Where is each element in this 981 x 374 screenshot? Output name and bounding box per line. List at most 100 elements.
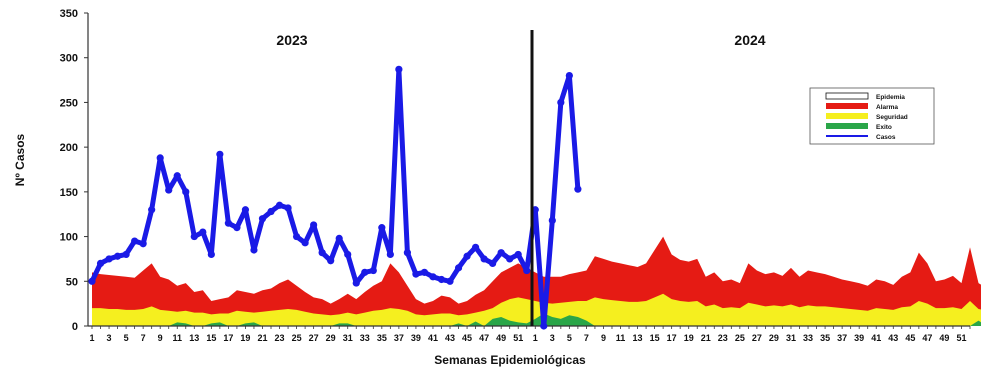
legend-swatch-epidemia — [825, 92, 869, 100]
x-tick-label: 33 — [360, 333, 370, 343]
x-tick-label: 35 — [820, 333, 830, 343]
x-tick-label: 47 — [479, 333, 489, 343]
y-tick-label: 150 — [60, 187, 78, 199]
y-axis: 0 50 100 150 200 250 300 350 — [60, 8, 89, 333]
cases-point — [420, 268, 429, 276]
x-tick-label: 45 — [905, 333, 915, 343]
x-tick-label: 11 — [172, 333, 182, 343]
cases-point — [480, 255, 488, 263]
x-tick-label: 45 — [462, 333, 472, 343]
x-tick-label: 49 — [939, 333, 949, 343]
legend-label-alarma: Alarma — [876, 104, 898, 111]
cases-point — [284, 204, 292, 212]
cases-point — [131, 237, 139, 245]
x-tick-label: 51 — [513, 333, 523, 343]
cases-point — [182, 188, 190, 196]
cases-point — [199, 228, 207, 236]
legend-swatch-alarma — [826, 103, 868, 109]
x-tick-label: 29 — [326, 333, 336, 343]
cases-line — [89, 66, 581, 329]
y-tick-label: 50 — [66, 276, 78, 288]
cases-point — [454, 264, 463, 272]
x-tick-label: 1 — [89, 333, 94, 343]
cases-point — [497, 249, 505, 257]
x-tick-label: 27 — [309, 333, 319, 343]
cases-point — [565, 72, 573, 80]
cases-point — [233, 224, 241, 232]
x-tick-label: 19 — [684, 333, 694, 343]
x-tick-label: 51 — [956, 333, 966, 343]
x-tick-label: 37 — [837, 333, 847, 343]
cases-point — [224, 219, 232, 227]
cases-point — [335, 234, 343, 242]
cases-point — [429, 273, 437, 281]
cases-point — [446, 277, 454, 285]
x-tick-label: 9 — [601, 333, 606, 343]
cases-point — [378, 224, 386, 232]
x-tick-label: 43 — [445, 333, 455, 343]
x-tick-label: 25 — [735, 333, 745, 343]
cases-point — [437, 275, 446, 284]
y-tick-label: 300 — [60, 53, 78, 65]
cases-point — [548, 216, 556, 225]
x-tick-label: 17 — [667, 333, 677, 343]
cases-point — [165, 186, 173, 194]
x-tick-label: 31 — [786, 333, 796, 343]
x-tick-label: 7 — [584, 333, 589, 343]
x-tick-label: 23 — [275, 333, 285, 343]
x-tick-label: 15 — [206, 333, 216, 343]
legend-swatch-seguridad — [826, 113, 868, 119]
cases-point — [386, 250, 394, 259]
x-tick-label: 5 — [124, 333, 129, 343]
x-tick-label: 21 — [257, 333, 267, 343]
x-tick-label: 17 — [223, 333, 233, 343]
x-tick-label: 31 — [343, 333, 353, 343]
cases-point — [540, 322, 548, 330]
x-tick-label: 21 — [701, 333, 711, 343]
cases-point — [574, 185, 582, 193]
x-tick-label: 47 — [922, 333, 932, 343]
cases-point — [514, 250, 522, 259]
x-tick-label: 27 — [752, 333, 762, 343]
x-tick-label: 3 — [550, 333, 555, 343]
cases-point — [173, 172, 181, 180]
y-tick-label: 350 — [60, 8, 78, 20]
legend-label-seguridad: Seguridad — [876, 114, 908, 121]
legend-label-casos: Casos — [876, 134, 896, 141]
cases-point — [216, 150, 224, 158]
cases-point — [258, 215, 267, 223]
cases-point — [96, 259, 105, 267]
cases-point — [506, 255, 514, 263]
x-axis-label: Semanas Epidemiológicas — [434, 353, 586, 367]
x-tick-label: 41 — [871, 333, 881, 343]
cases-point — [292, 232, 301, 241]
year-label-2023: 2023 — [276, 32, 307, 48]
x-tick-label: 33 — [803, 333, 813, 343]
y-tick-label: 100 — [60, 232, 78, 244]
x-tick-label: 5 — [567, 333, 572, 343]
cases-point — [489, 259, 497, 267]
cases-point — [148, 206, 156, 214]
cases-point — [122, 250, 130, 259]
x-tick-label: 9 — [158, 333, 163, 343]
x-tick-label: 1 — [533, 333, 538, 343]
cases-point — [190, 232, 198, 241]
cases-point — [463, 252, 471, 260]
x-tick-label: 39 — [411, 333, 421, 343]
cases-point — [310, 221, 318, 229]
cases-point — [369, 266, 377, 275]
x-tick-label: 13 — [633, 333, 643, 343]
x-tick-label: 39 — [854, 333, 864, 343]
cases-point — [241, 206, 250, 214]
x-tick-label: 49 — [496, 333, 506, 343]
x-tick-label: 29 — [769, 333, 779, 343]
x-tick-label: 43 — [888, 333, 898, 343]
cases-point — [267, 207, 275, 216]
x-tick-label: 37 — [394, 333, 404, 343]
cases-point — [471, 243, 480, 251]
cases-point — [523, 266, 531, 275]
cases-point — [403, 249, 411, 257]
legend-label-epidemia: Epidemia — [876, 94, 905, 101]
x-tick-label: 7 — [141, 333, 146, 343]
